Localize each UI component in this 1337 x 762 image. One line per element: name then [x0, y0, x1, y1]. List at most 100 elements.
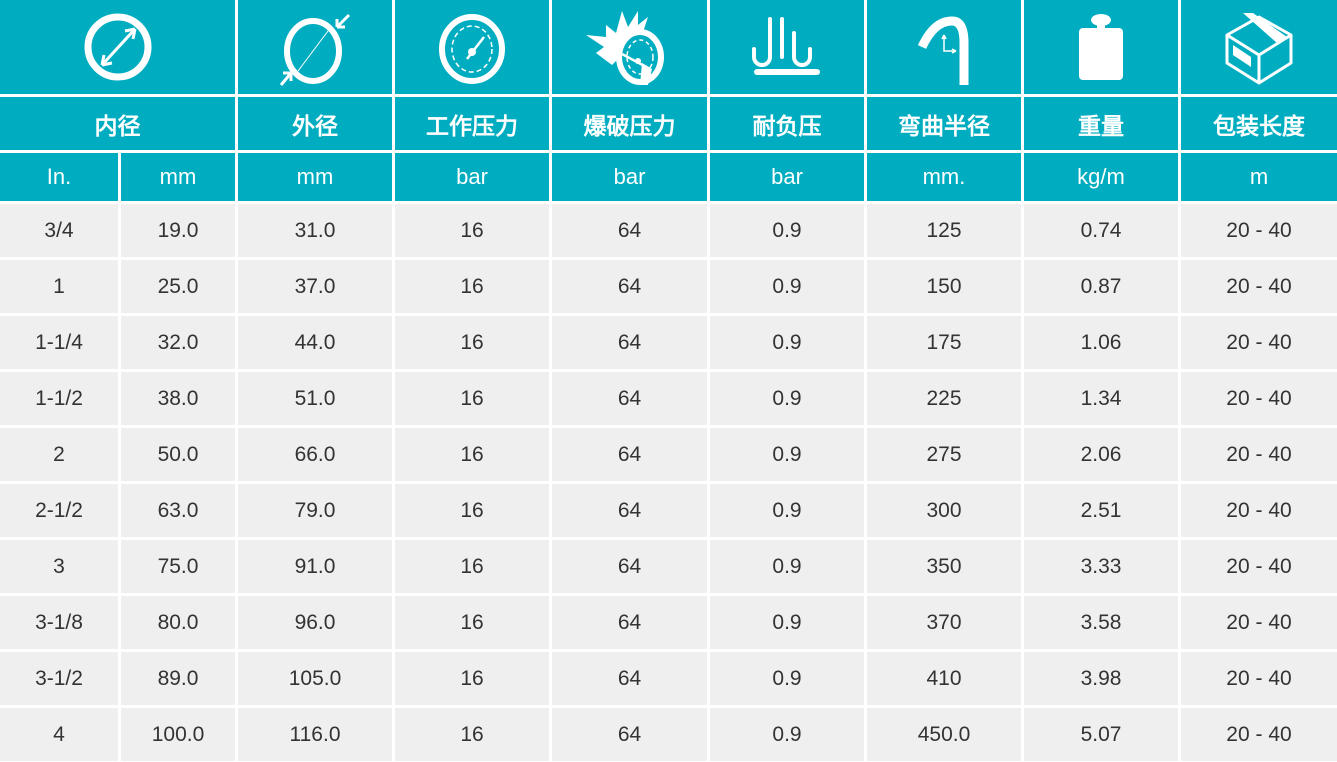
table-cell: 25.0 [121, 260, 235, 313]
table-cell-text: 38.0 [157, 386, 199, 410]
table-cell: 3 [0, 540, 118, 593]
inner-diameter-icon [0, 0, 235, 94]
table-cell-text: 19.0 [157, 218, 199, 242]
table-cell: 225 [867, 372, 1021, 425]
table-cell-text: 450.0 [917, 722, 971, 746]
unit-header: In. [0, 153, 118, 201]
table-cell-text: 20 - 40 [1226, 330, 1292, 354]
column-header: 爆破压力 [552, 97, 707, 150]
table-cell: 16 [395, 428, 549, 481]
table-cell: 125 [867, 204, 1021, 257]
table-cell: 20 - 40 [1181, 652, 1337, 705]
table-cell-text: 96.0 [294, 610, 336, 634]
table-cell-text: 20 - 40 [1226, 610, 1292, 634]
unit-header: bar [395, 153, 549, 201]
table-cell-text: 116.0 [289, 722, 341, 746]
table-cell-text: 0.9 [772, 498, 802, 522]
unit-header-text: mm. [922, 164, 966, 189]
table-cell: 38.0 [121, 372, 235, 425]
table-cell: 20 - 40 [1181, 260, 1337, 313]
table-cell-text: 63.0 [157, 498, 199, 522]
table-cell: 64 [552, 316, 707, 369]
table-cell-text: 3.58 [1080, 610, 1122, 634]
table-cell-text: 20 - 40 [1226, 554, 1292, 578]
table-cell-text: 0.9 [772, 218, 802, 242]
table-cell: 0.9 [710, 260, 864, 313]
table-cell: 44.0 [238, 316, 392, 369]
table-cell: 16 [395, 708, 549, 761]
table-cell: 96.0 [238, 596, 392, 649]
table-cell: 1-1/4 [0, 316, 118, 369]
table-cell-text: 20 - 40 [1226, 498, 1292, 522]
table-cell: 19.0 [121, 204, 235, 257]
table-cell-text: 16 [460, 498, 484, 522]
unit-header: bar [552, 153, 707, 201]
table-cell-text: 16 [460, 218, 484, 242]
table-cell: 2.06 [1024, 428, 1178, 481]
table-cell: 175 [867, 316, 1021, 369]
table-cell: 3-1/2 [0, 652, 118, 705]
table-cell-text: 20 - 40 [1226, 442, 1292, 466]
table-cell: 410 [867, 652, 1021, 705]
table-cell-text: 1-1/4 [35, 330, 83, 354]
pressure-gauge-icon [395, 0, 549, 94]
table-cell-text: 20 - 40 [1226, 386, 1292, 410]
table-cell-text: 1 [53, 274, 65, 298]
table-cell: 450.0 [867, 708, 1021, 761]
table-cell-text: 0.9 [772, 610, 802, 634]
table-cell-text: 0.9 [772, 722, 802, 746]
table-cell: 350 [867, 540, 1021, 593]
table-cell: 32.0 [121, 316, 235, 369]
column-header: 工作压力 [395, 97, 549, 150]
table-cell: 80.0 [121, 596, 235, 649]
column-header-text: 重量 [1078, 113, 1124, 140]
table-cell-text: 64 [617, 666, 642, 690]
table-cell: 0.9 [710, 596, 864, 649]
unit-header: mm [121, 153, 235, 201]
table-cell-text: 16 [460, 442, 484, 466]
column-header: 重量 [1024, 97, 1178, 150]
table-cell-text: 66.0 [294, 442, 336, 466]
column-header: 弯曲半径 [867, 97, 1021, 150]
table-cell: 0.9 [710, 708, 864, 761]
table-cell: 20 - 40 [1181, 484, 1337, 537]
table-cell: 0.9 [710, 372, 864, 425]
table-cell-text: 91.0 [294, 554, 336, 578]
table-cell: 2 [0, 428, 118, 481]
table-cell-text: 3.33 [1080, 554, 1122, 578]
table-cell-text: 32.0 [157, 330, 199, 354]
table-cell-text: 0.9 [772, 386, 802, 410]
table-cell-text: 0.9 [772, 554, 802, 578]
table-cell: 3/4 [0, 204, 118, 257]
table-cell-text: 1-1/2 [35, 386, 83, 410]
table-cell-text: 50.0 [157, 442, 199, 466]
table-cell-text: 31.0 [294, 218, 336, 242]
table-cell: 89.0 [121, 652, 235, 705]
table-cell-text: 275 [926, 442, 962, 466]
table-cell: 20 - 40 [1181, 372, 1337, 425]
table-cell-text: 16 [460, 610, 484, 634]
unit-header: kg/m [1024, 153, 1178, 201]
table-cell-text: 0.9 [772, 274, 802, 298]
table-cell: 116.0 [238, 708, 392, 761]
vacuum-icon [710, 0, 864, 94]
table-cell-text: 25.0 [157, 274, 199, 298]
table-cell: 370 [867, 596, 1021, 649]
table-cell: 37.0 [238, 260, 392, 313]
table-cell: 20 - 40 [1181, 316, 1337, 369]
table-cell-text: 64 [617, 330, 642, 354]
table-cell-text: 79.0 [294, 498, 336, 522]
table-cell: 1.34 [1024, 372, 1178, 425]
table-cell-text: 16 [460, 666, 484, 690]
table-cell-text: 410 [926, 666, 962, 690]
table-cell: 16 [395, 652, 549, 705]
unit-header-text: bar [613, 164, 646, 189]
table-cell-text: 37.0 [294, 274, 336, 298]
unit-header-text: mm [296, 164, 334, 189]
table-cell-text: 370 [926, 610, 962, 634]
table-cell: 275 [867, 428, 1021, 481]
column-header-text: 爆破压力 [583, 113, 676, 140]
table-cell: 150 [867, 260, 1021, 313]
table-cell-text: 20 - 40 [1226, 218, 1292, 242]
table-cell: 3.98 [1024, 652, 1178, 705]
